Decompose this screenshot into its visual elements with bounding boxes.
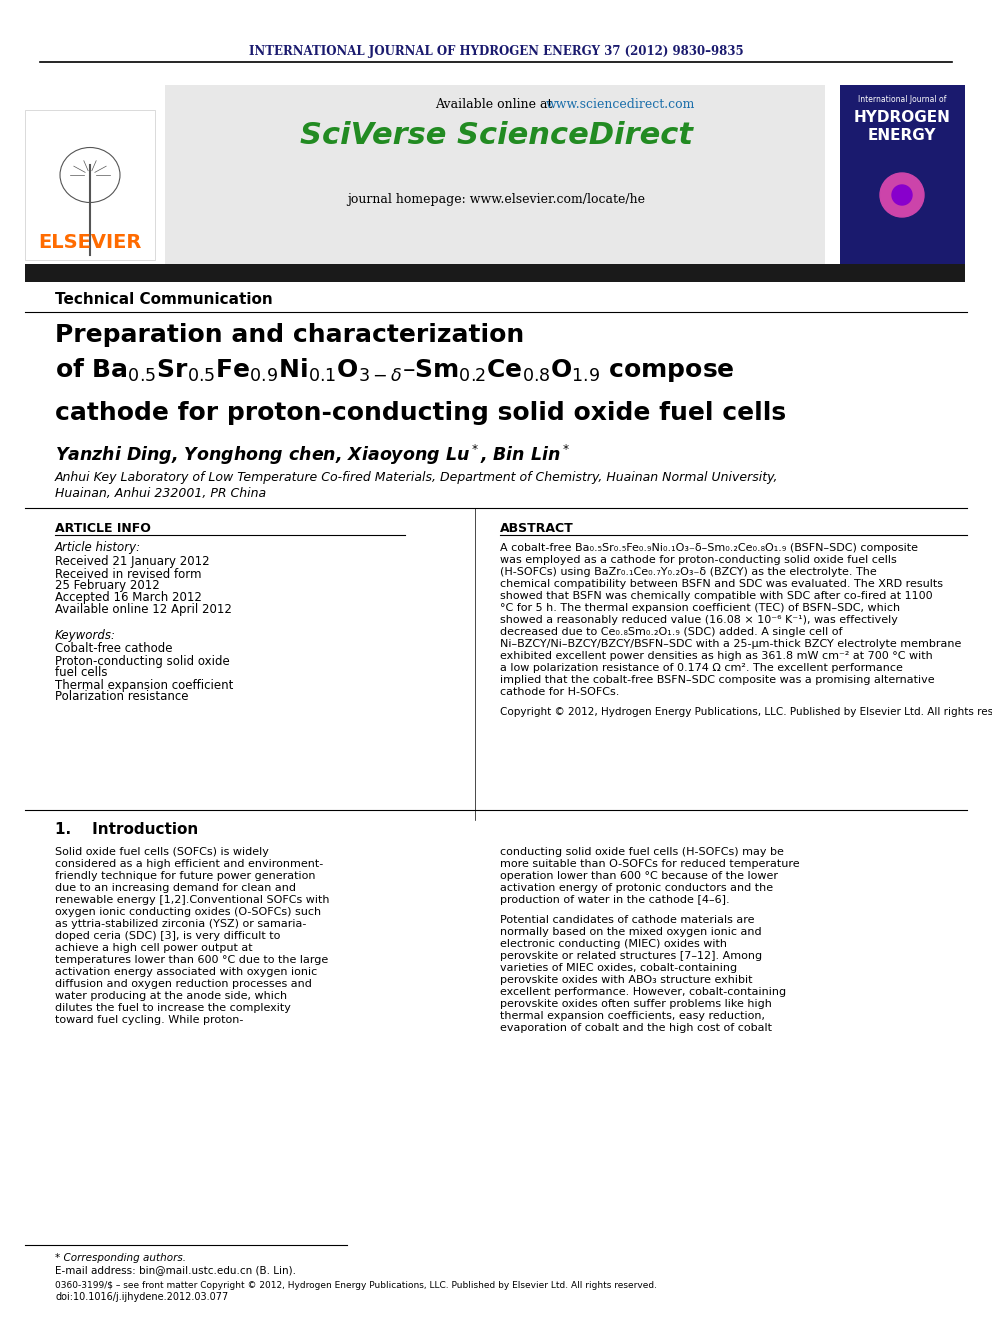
Text: cathode for proton-conducting solid oxide fuel cells: cathode for proton-conducting solid oxid… — [55, 401, 786, 425]
Text: Keywords:: Keywords: — [55, 628, 116, 642]
Text: Available online at: Available online at — [435, 98, 557, 111]
Text: varieties of MIEC oxides, cobalt-containing: varieties of MIEC oxides, cobalt-contain… — [500, 963, 737, 972]
Text: renewable energy [1,2].Conventional SOFCs with: renewable energy [1,2].Conventional SOFC… — [55, 894, 329, 905]
Text: friendly technique for future power generation: friendly technique for future power gene… — [55, 871, 315, 881]
Text: Preparation and characterization: Preparation and characterization — [55, 323, 524, 347]
Text: Cobalt-free cathode: Cobalt-free cathode — [55, 643, 173, 655]
Text: ABSTRACT: ABSTRACT — [500, 521, 573, 534]
Text: fuel cells: fuel cells — [55, 667, 107, 680]
Text: doi:10.1016/j.ijhydene.2012.03.077: doi:10.1016/j.ijhydene.2012.03.077 — [55, 1293, 228, 1302]
Text: 25 February 2012: 25 February 2012 — [55, 579, 160, 593]
FancyBboxPatch shape — [165, 85, 825, 270]
Text: INTERNATIONAL JOURNAL OF HYDROGEN ENERGY 37 (2012) 9830–9835: INTERNATIONAL JOURNAL OF HYDROGEN ENERGY… — [249, 45, 743, 58]
Text: operation lower than 600 °C because of the lower: operation lower than 600 °C because of t… — [500, 871, 778, 881]
Text: more suitable than O-SOFCs for reduced temperature: more suitable than O-SOFCs for reduced t… — [500, 859, 800, 869]
Text: Solid oxide fuel cells (SOFCs) is widely: Solid oxide fuel cells (SOFCs) is widely — [55, 847, 269, 857]
Text: perovskite oxides often suffer problems like high: perovskite oxides often suffer problems … — [500, 999, 772, 1009]
Text: oxygen ionic conducting oxides (O-SOFCs) such: oxygen ionic conducting oxides (O-SOFCs)… — [55, 908, 321, 917]
Text: ARTICLE INFO: ARTICLE INFO — [55, 521, 151, 534]
Text: decreased due to Ce₀.₈Sm₀.₂O₁.₉ (SDC) added. A single cell of: decreased due to Ce₀.₈Sm₀.₂O₁.₉ (SDC) ad… — [500, 627, 842, 636]
Text: Article history:: Article history: — [55, 541, 141, 554]
Text: E-mail address: bin@mail.ustc.edu.cn (B. Lin).: E-mail address: bin@mail.ustc.edu.cn (B.… — [55, 1265, 296, 1275]
Text: Available online 12 April 2012: Available online 12 April 2012 — [55, 603, 232, 617]
Text: considered as a high efficient and environment-: considered as a high efficient and envir… — [55, 859, 323, 869]
Text: Yanzhi Ding, Yonghong chen, Xiaoyong Lu$^*$, Bin Lin$^*$: Yanzhi Ding, Yonghong chen, Xiaoyong Lu$… — [55, 443, 570, 467]
Text: Received 21 January 2012: Received 21 January 2012 — [55, 556, 209, 569]
Text: ELSEVIER: ELSEVIER — [39, 233, 142, 251]
Text: electronic conducting (MIEC) oxides with: electronic conducting (MIEC) oxides with — [500, 939, 727, 949]
Text: Huainan, Anhui 232001, PR China: Huainan, Anhui 232001, PR China — [55, 487, 266, 500]
Text: doped ceria (SDC) [3], is very difficult to: doped ceria (SDC) [3], is very difficult… — [55, 931, 281, 941]
Text: A cobalt-free Ba₀.₅Sr₀.₅Fe₀.₉Ni₀.₁O₃₋δ–Sm₀.₂Ce₀.₈O₁.₉ (BSFN–SDC) composite: A cobalt-free Ba₀.₅Sr₀.₅Fe₀.₉Ni₀.₁O₃₋δ–S… — [500, 542, 918, 553]
Text: 1.    Introduction: 1. Introduction — [55, 823, 198, 837]
FancyBboxPatch shape — [25, 110, 155, 261]
Text: 0360-3199/$ – see front matter Copyright © 2012, Hydrogen Energy Publications, L: 0360-3199/$ – see front matter Copyright… — [55, 1281, 657, 1290]
Text: achieve a high cell power output at: achieve a high cell power output at — [55, 943, 253, 953]
Text: of Ba$_{0.5}$Sr$_{0.5}$Fe$_{0.9}$Ni$_{0.1}$O$_{3-\delta}$–Sm$_{0.2}$Ce$_{0.8}$O$: of Ba$_{0.5}$Sr$_{0.5}$Fe$_{0.9}$Ni$_{0.… — [55, 356, 735, 384]
Text: exhibited excellent power densities as high as 361.8 mW cm⁻² at 700 °C with: exhibited excellent power densities as h… — [500, 651, 932, 662]
Text: Thermal expansion coefficient: Thermal expansion coefficient — [55, 679, 233, 692]
Circle shape — [892, 185, 912, 205]
Text: conducting solid oxide fuel cells (H-SOFCs) may be: conducting solid oxide fuel cells (H-SOF… — [500, 847, 784, 857]
Text: was employed as a cathode for proton-conducting solid oxide fuel cells: was employed as a cathode for proton-con… — [500, 556, 897, 565]
Text: implied that the cobalt-free BSFN–SDC composite was a promising alternative: implied that the cobalt-free BSFN–SDC co… — [500, 675, 934, 685]
Text: chemical compatibility between BSFN and SDC was evaluated. The XRD results: chemical compatibility between BSFN and … — [500, 579, 943, 589]
Circle shape — [880, 173, 924, 217]
Text: cathode for H-SOFCs.: cathode for H-SOFCs. — [500, 687, 619, 697]
Text: Copyright © 2012, Hydrogen Energy Publications, LLC. Published by Elsevier Ltd. : Copyright © 2012, Hydrogen Energy Public… — [500, 706, 992, 717]
Text: journal homepage: www.elsevier.com/locate/he: journal homepage: www.elsevier.com/locat… — [347, 193, 645, 206]
Text: activation energy associated with oxygen ionic: activation energy associated with oxygen… — [55, 967, 317, 976]
Text: Polarization resistance: Polarization resistance — [55, 691, 188, 704]
Text: evaporation of cobalt and the high cost of cobalt: evaporation of cobalt and the high cost … — [500, 1023, 772, 1033]
Text: International Journal of: International Journal of — [858, 95, 946, 105]
Text: excellent performance. However, cobalt-containing: excellent performance. However, cobalt-c… — [500, 987, 786, 998]
Text: activation energy of protonic conductors and the: activation energy of protonic conductors… — [500, 882, 773, 893]
Text: perovskite oxides with ABO₃ structure exhibit: perovskite oxides with ABO₃ structure ex… — [500, 975, 753, 986]
Text: water producing at the anode side, which: water producing at the anode side, which — [55, 991, 287, 1002]
Text: Technical Communication: Technical Communication — [55, 292, 273, 307]
Text: showed a reasonably reduced value (16.08 × 10⁻⁶ K⁻¹), was effectively: showed a reasonably reduced value (16.08… — [500, 615, 898, 624]
Text: Potential candidates of cathode materials are: Potential candidates of cathode material… — [500, 916, 755, 925]
Text: Received in revised form: Received in revised form — [55, 568, 201, 581]
Text: Ni–BZCY/Ni–BZCY/BZCY/BSFN–SDC with a 25-μm-thick BZCY electrolyte membrane: Ni–BZCY/Ni–BZCY/BZCY/BSFN–SDC with a 25-… — [500, 639, 961, 650]
Text: perovskite or related structures [7–12]. Among: perovskite or related structures [7–12].… — [500, 951, 762, 960]
Text: Proton-conducting solid oxide: Proton-conducting solid oxide — [55, 655, 230, 668]
Text: toward fuel cycling. While proton-: toward fuel cycling. While proton- — [55, 1015, 243, 1025]
Text: www.sciencedirect.com: www.sciencedirect.com — [546, 98, 695, 111]
Text: showed that BSFN was chemically compatible with SDC after co-fired at 1100: showed that BSFN was chemically compatib… — [500, 591, 932, 601]
Text: °C for 5 h. The thermal expansion coefficient (TEC) of BSFN–SDC, which: °C for 5 h. The thermal expansion coeffi… — [500, 603, 900, 613]
Text: thermal expansion coefficients, easy reduction,: thermal expansion coefficients, easy red… — [500, 1011, 765, 1021]
Text: ENERGY: ENERGY — [868, 127, 936, 143]
Text: diffusion and oxygen reduction processes and: diffusion and oxygen reduction processes… — [55, 979, 311, 990]
Text: temperatures lower than 600 °C due to the large: temperatures lower than 600 °C due to th… — [55, 955, 328, 964]
Text: SciVerse ScienceDirect: SciVerse ScienceDirect — [300, 120, 692, 149]
Text: * Corresponding authors.: * Corresponding authors. — [55, 1253, 186, 1263]
Text: Accepted 16 March 2012: Accepted 16 March 2012 — [55, 591, 202, 605]
Text: due to an increasing demand for clean and: due to an increasing demand for clean an… — [55, 882, 296, 893]
Text: production of water in the cathode [4–6].: production of water in the cathode [4–6]… — [500, 894, 730, 905]
Text: (H-SOFCs) using BaZr₀.₁Ce₀.₇Y₀.₂O₃₋δ (BZCY) as the electrolyte. The: (H-SOFCs) using BaZr₀.₁Ce₀.₇Y₀.₂O₃₋δ (BZ… — [500, 568, 877, 577]
Text: normally based on the mixed oxygen ionic and: normally based on the mixed oxygen ionic… — [500, 927, 762, 937]
FancyBboxPatch shape — [840, 85, 965, 270]
Text: as yttria-stabilized zirconia (YSZ) or samaria-: as yttria-stabilized zirconia (YSZ) or s… — [55, 919, 307, 929]
Text: a low polarization resistance of 0.174 Ω cm². The excellent performance: a low polarization resistance of 0.174 Ω… — [500, 663, 903, 673]
Text: HYDROGEN: HYDROGEN — [853, 111, 950, 126]
Text: Anhui Key Laboratory of Low Temperature Co-fired Materials, Department of Chemis: Anhui Key Laboratory of Low Temperature … — [55, 471, 779, 484]
Bar — [25, 265, 965, 282]
Text: dilutes the fuel to increase the complexity: dilutes the fuel to increase the complex… — [55, 1003, 291, 1013]
